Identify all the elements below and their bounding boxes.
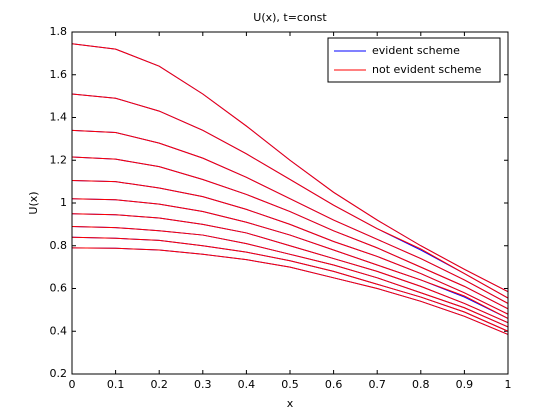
chart-title: U(x), t=const <box>253 11 327 24</box>
x-tick-label: 0.7 <box>368 378 386 391</box>
legend-label: evident scheme <box>372 44 460 57</box>
y-tick-label: 0.6 <box>50 282 68 295</box>
x-tick-label: 0.3 <box>194 378 212 391</box>
x-tick-label: 0.1 <box>107 378 125 391</box>
y-tick-label: 0.2 <box>50 367 68 380</box>
x-tick-label: 0.2 <box>150 378 168 391</box>
y-tick-label: 0.4 <box>50 324 68 337</box>
x-tick-label: 1 <box>505 378 512 391</box>
data-line <box>71 247 509 335</box>
x-tick-label: 0 <box>69 378 76 391</box>
x-tick-label: 0.4 <box>238 378 256 391</box>
data-line <box>71 213 509 324</box>
y-tick-label: 1.4 <box>50 111 68 124</box>
x-tick-label: 0.5 <box>281 378 299 391</box>
x-tick-label: 0.8 <box>412 378 430 391</box>
x-axis-label: x <box>287 397 294 410</box>
x-tick-label: 0.6 <box>325 378 343 391</box>
y-tick-label: 1.2 <box>50 153 68 166</box>
legend-label: not evident scheme <box>372 63 482 76</box>
y-tick-label: 0.8 <box>50 239 68 252</box>
data-line <box>71 129 509 304</box>
y-tick-label: 1.8 <box>50 25 68 38</box>
y-tick-label: 1 <box>60 196 67 209</box>
data-line <box>71 236 509 332</box>
y-axis-label: U(x) <box>27 191 40 214</box>
data-line <box>71 180 509 315</box>
data-line <box>71 198 509 319</box>
data-line <box>71 93 509 299</box>
data-line <box>71 226 509 328</box>
axes-box <box>71 31 509 375</box>
plot-area <box>72 32 508 374</box>
data-line <box>71 156 509 310</box>
legend-box <box>327 37 501 83</box>
data-line <box>71 43 509 293</box>
x-tick-label: 0.9 <box>456 378 474 391</box>
y-tick-label: 1.6 <box>50 68 68 81</box>
